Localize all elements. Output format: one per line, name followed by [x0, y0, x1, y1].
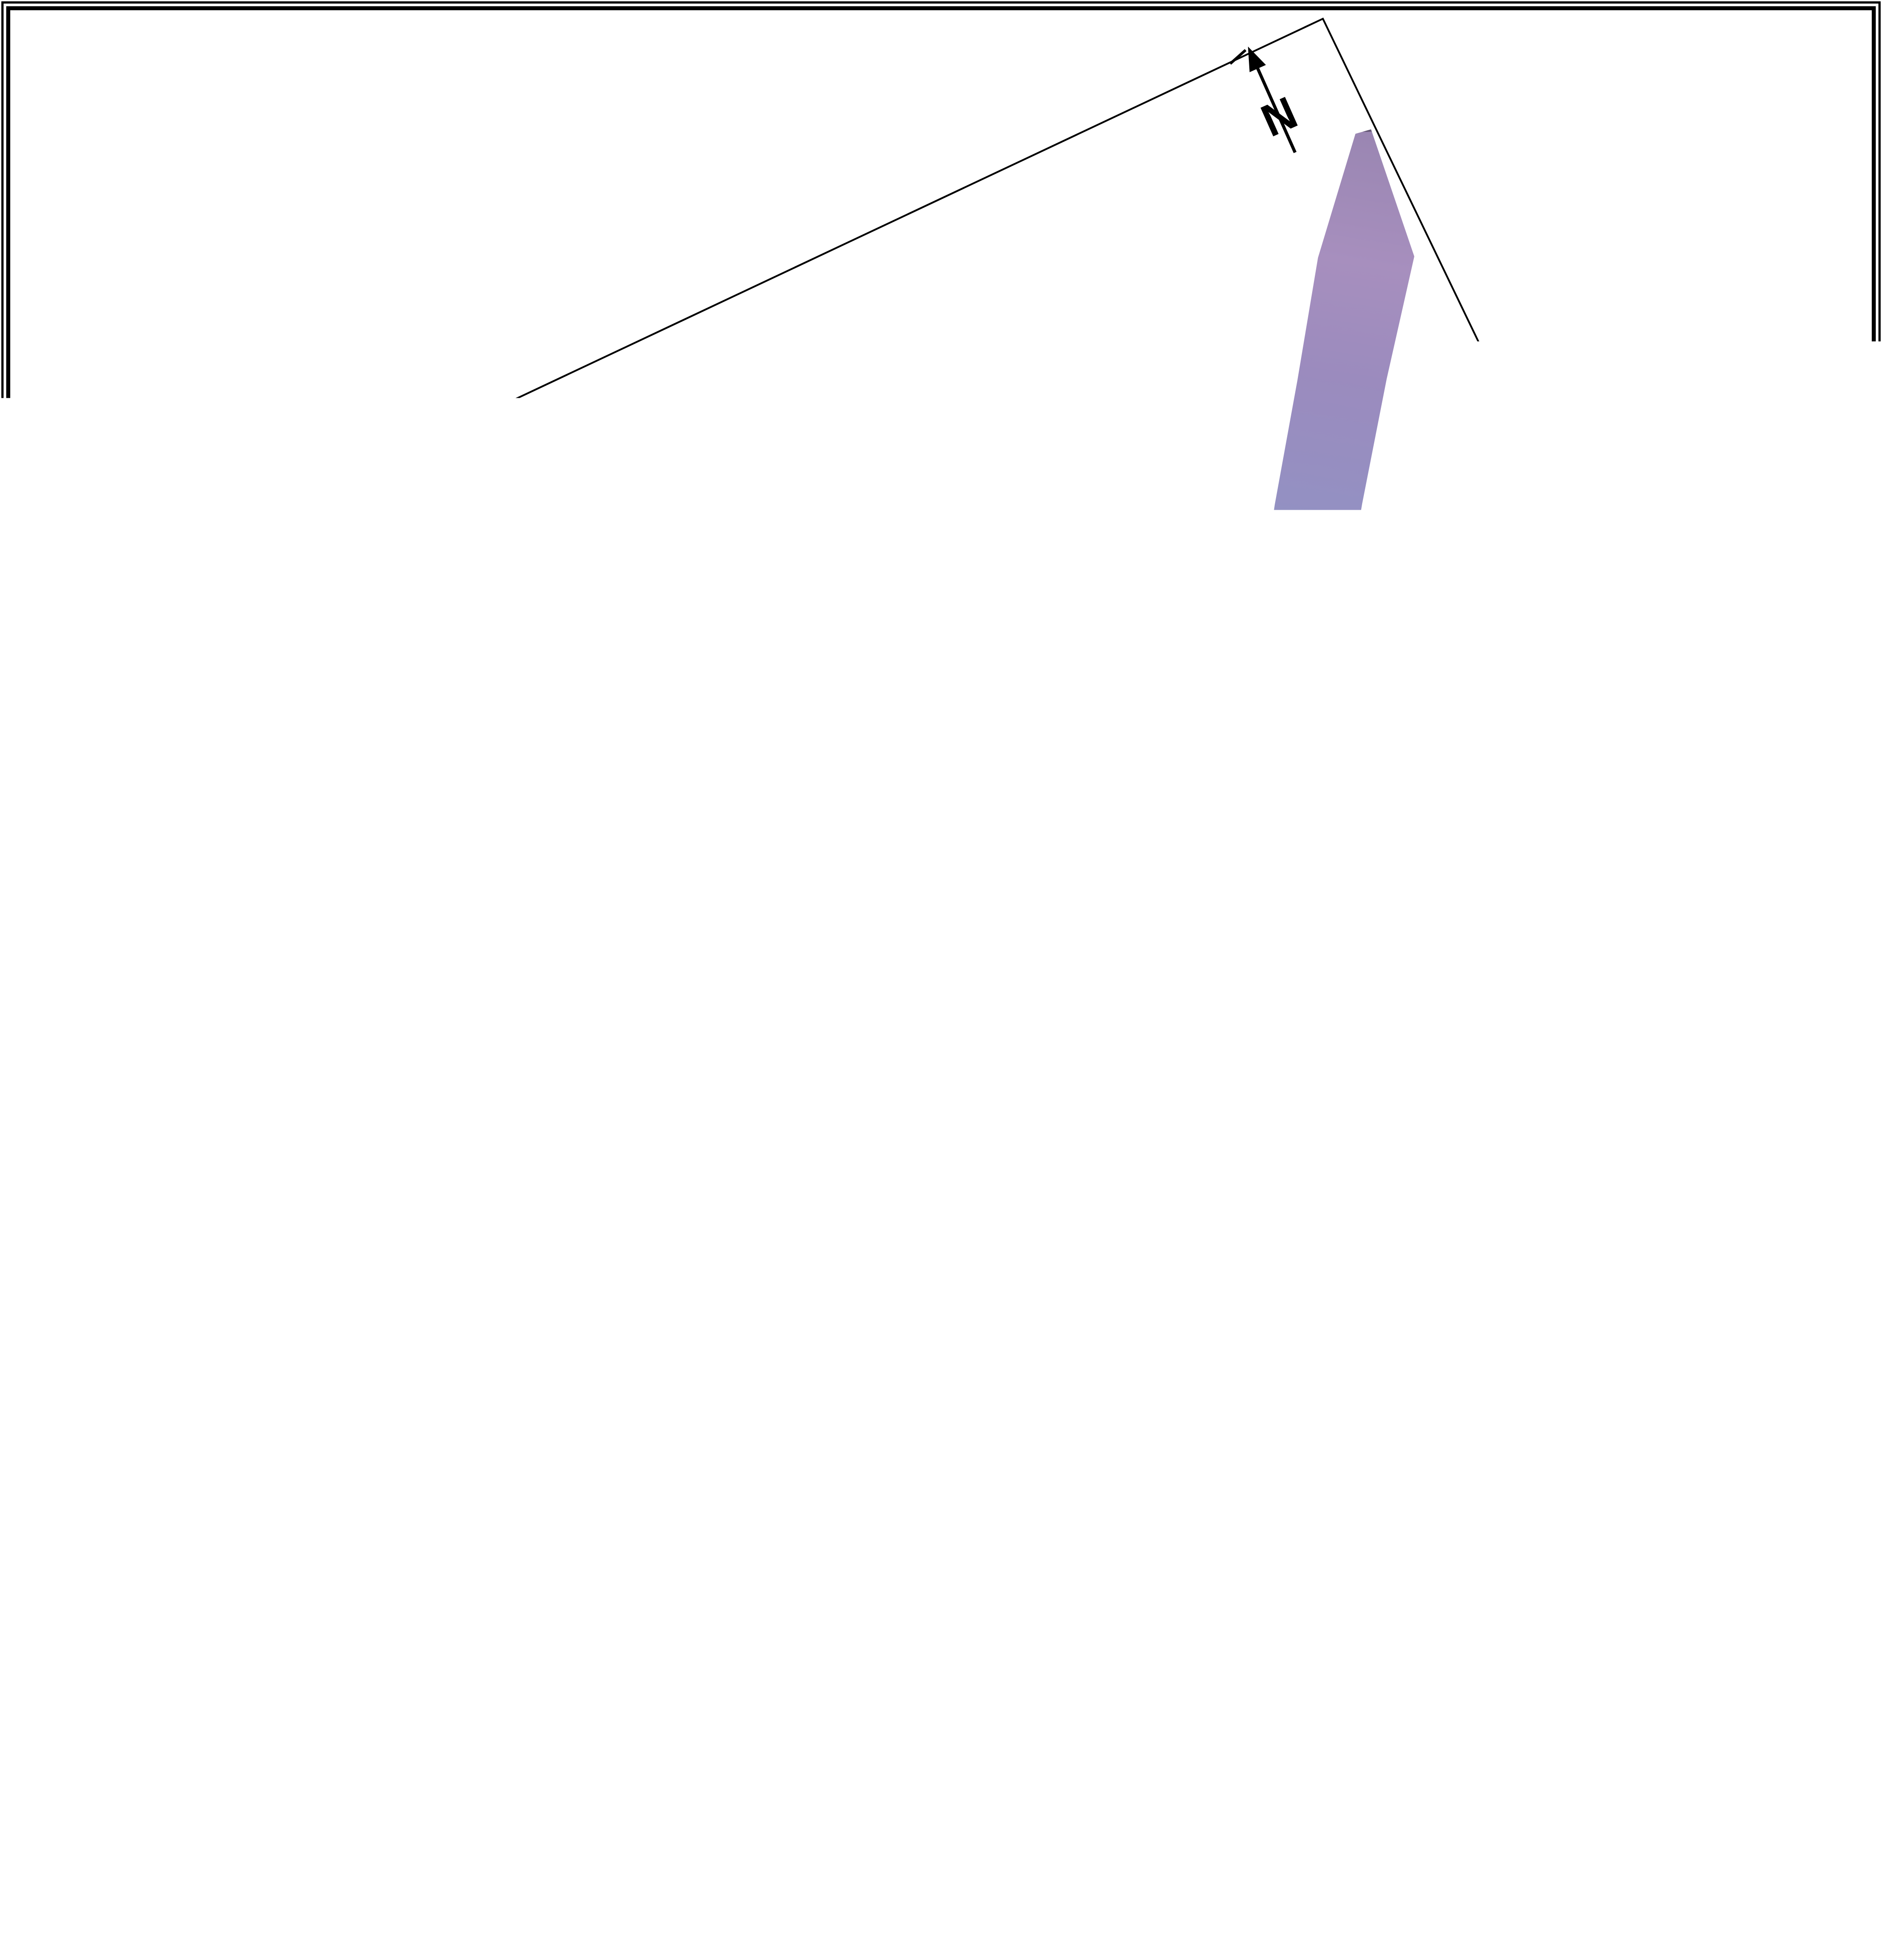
scalebar-nm-label-text: 10 NM: [1054, 1897, 1103, 1922]
basemap-caption: OMG/ArcticNet Basemap: 55_45_N_78_00_W G…: [428, 1933, 1436, 1960]
depth-label-0m: 0 m: [384, 1810, 423, 1836]
depth-label-200m: 200 m: [384, 1895, 449, 1922]
scalebar-kilometres: [624, 1812, 1533, 1833]
omg-logo: Ocean Mapping Group University of New Br…: [6, 1816, 270, 1935]
arcticnet-logo-text: ArcticNet: [1650, 1832, 1850, 1873]
outer-border: [1, 1, 1881, 1959]
depth-colorbar: [334, 1810, 375, 1933]
scalebar-km-label-text: 20 km: [1056, 1839, 1101, 1864]
omg-title: Ocean Mapping Group: [6, 1820, 270, 1851]
arcticnet-inuktitut-text: ▷Ρ▷ˢᵇCˢᵇƆΓᵇ ƆΡςσ◁ˢᵇ∩ṙᶜ: [1605, 1876, 1880, 1927]
scalebar-nautical-miles: [656, 1869, 1500, 1890]
scalebar-nm-label: 10 NM: [656, 1897, 1500, 1922]
omg-university: University of New Brunswick: [6, 1887, 270, 1907]
map-sheet: N 55° 45' N 78° 00' W 77° 30' W 55° 30' …: [0, 0, 1882, 1960]
basemap-caption-text: OMG/ArcticNet Basemap: 55_45_N_78_00_W G…: [584, 1933, 1281, 1960]
scalebar-km-label: 20 km: [624, 1839, 1533, 1864]
omg-country: CANADA: [6, 1908, 270, 1929]
